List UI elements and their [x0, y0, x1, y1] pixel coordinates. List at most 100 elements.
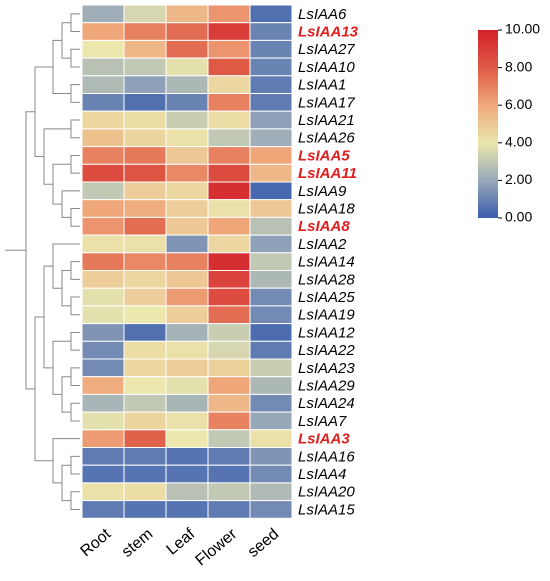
colorbar-tick-label: 4.00	[505, 134, 532, 150]
heat-cell	[81, 411, 125, 431]
heat-cell	[81, 252, 125, 272]
dendrogram-branch	[70, 154, 80, 174]
heat-cell	[249, 22, 293, 41]
row-label: LsIAA16	[298, 448, 355, 465]
heat-cell	[165, 146, 209, 165]
dendrogram-branch	[25, 111, 35, 390]
heat-cell	[81, 340, 125, 360]
colorbar-tick-label: 10.00	[505, 21, 540, 37]
heat-cell	[249, 4, 293, 24]
heat-cell	[207, 500, 251, 519]
heat-cell	[81, 181, 125, 201]
heat-cell	[249, 340, 293, 360]
row-label: LsIAA29	[298, 378, 355, 395]
heat-cell	[249, 216, 293, 236]
heat-cell	[123, 358, 167, 378]
row-label: LsIAA1	[298, 77, 346, 94]
heat-cell	[249, 305, 293, 325]
heat-cell	[207, 464, 251, 484]
heat-cell	[207, 340, 251, 360]
heat-cell	[207, 252, 251, 272]
heat-cell	[123, 110, 167, 130]
heat-cell	[165, 376, 209, 395]
heat-cell	[81, 128, 125, 148]
heat-cell	[207, 270, 251, 289]
heat-cell	[123, 39, 167, 59]
heat-cell	[207, 146, 251, 165]
dendrogram-branch	[52, 243, 80, 289]
heat-cell	[81, 376, 125, 395]
heat-cell	[249, 270, 293, 289]
dendrogram-branch	[70, 84, 80, 103]
row-label: LsIAA8	[298, 218, 350, 235]
heat-cell	[165, 4, 209, 24]
row-label: LsIAA26	[298, 130, 355, 147]
heat-cell	[249, 358, 293, 378]
heat-cell	[81, 500, 125, 519]
dendrogram-branch	[70, 119, 80, 139]
heat-cell	[249, 429, 293, 448]
dendrogram-branch	[70, 13, 80, 33]
dendrogram-branch	[70, 296, 80, 316]
heat-cell	[165, 57, 209, 77]
column-label: Root	[77, 525, 114, 560]
dendrogram-branch	[70, 208, 80, 227]
heat-cell	[207, 305, 251, 325]
heat-cell	[123, 22, 167, 41]
heat-cell	[249, 128, 293, 148]
heat-cell	[249, 39, 293, 59]
colorbar-tick-label: 2.00	[505, 171, 532, 187]
heat-cell	[249, 93, 293, 112]
dendrogram-branch	[70, 261, 80, 280]
heat-cell	[207, 358, 251, 378]
row-label: LsIAA20	[298, 484, 355, 501]
heat-cell	[249, 234, 293, 254]
row-label: LsIAA14	[298, 254, 355, 271]
heat-cell	[207, 411, 251, 431]
heat-cell	[165, 411, 209, 431]
heat-cell	[81, 4, 125, 24]
dendrogram-branch	[61, 22, 71, 59]
dendrogram-branch	[70, 402, 80, 422]
heat-cell	[207, 376, 251, 395]
row-label: LsIAA6	[298, 6, 347, 23]
heat-cell	[165, 393, 209, 413]
heat-cell	[123, 305, 167, 325]
heat-cell	[165, 323, 209, 342]
heat-cell	[123, 482, 167, 502]
heat-cell	[207, 429, 251, 448]
heat-cell	[165, 22, 209, 41]
dendrogram-branch	[61, 376, 71, 413]
heat-cell	[207, 128, 251, 148]
heat-cell	[207, 57, 251, 77]
heat-cell	[207, 199, 251, 218]
heat-cell	[81, 75, 125, 95]
heat-cell	[123, 234, 167, 254]
heat-cell	[123, 163, 167, 183]
heat-cell	[123, 128, 167, 148]
heat-cell	[249, 75, 293, 95]
heat-cell	[165, 429, 209, 448]
heat-cell	[123, 4, 167, 24]
heat-cell	[207, 287, 251, 307]
row-label: LsIAA7	[298, 413, 347, 430]
heat-cell	[249, 447, 293, 466]
row-label: LsIAA2	[298, 236, 347, 253]
heat-cell	[81, 287, 125, 307]
row-label: LsIAA15	[298, 501, 355, 518]
dendrogram-branch	[52, 438, 80, 484]
heat-cell	[249, 376, 293, 395]
heat-cell	[207, 323, 251, 342]
heat-cell	[165, 128, 209, 148]
heat-cell	[165, 216, 209, 236]
colorbar	[478, 30, 498, 218]
dendrogram-branch	[70, 48, 80, 68]
colorbar-tick-label: 0.00	[505, 209, 532, 225]
heat-cell	[123, 216, 167, 236]
dendrogram-branch	[43, 128, 71, 185]
heat-cell	[165, 270, 209, 289]
heat-cell	[165, 110, 209, 130]
heat-cell	[81, 323, 125, 342]
heat-cell	[165, 181, 209, 201]
